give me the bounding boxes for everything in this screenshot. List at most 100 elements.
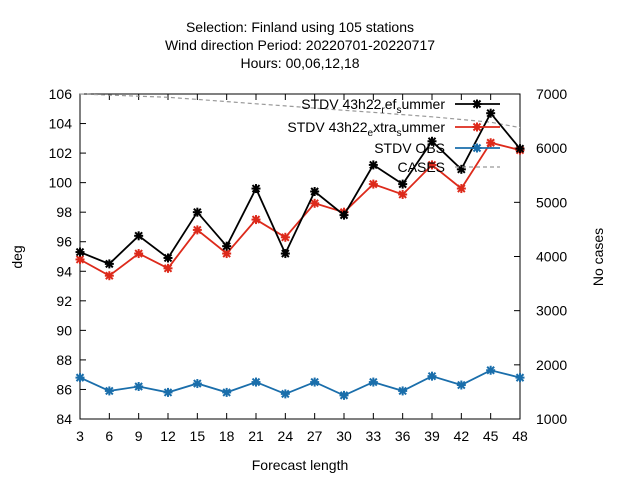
data-point: [456, 164, 466, 174]
y2-tick-label: 7000: [536, 86, 567, 102]
y2-tick-label: 5000: [536, 194, 567, 210]
y2-axis-ticks: 1000 2000 3000 4000 5000 6000 7000: [514, 86, 567, 427]
data-point: [104, 386, 114, 396]
data-point: [75, 247, 85, 257]
legend-label-subscript: e: [368, 128, 374, 139]
series-line: [79, 369, 521, 397]
legend-label: CASES: [398, 159, 445, 175]
y2-tick-label: 1000: [536, 411, 567, 427]
data-point: [486, 365, 496, 375]
data-point: [486, 108, 496, 118]
data-point: [134, 382, 144, 391]
series-line: [79, 111, 521, 265]
legend-label-part: STDV 43h22: [301, 96, 381, 112]
data-point: [472, 99, 482, 109]
x-tick-label: 30: [336, 428, 352, 444]
x-tick-label: 39: [424, 428, 440, 444]
data-point: [104, 271, 114, 281]
legend-label-part: STDV 43h22: [287, 119, 367, 135]
series-3: [79, 93, 521, 129]
data-point: [515, 144, 525, 154]
series-line: [79, 93, 521, 129]
chart-title-line: Hours: 00,06,12,18: [240, 55, 359, 71]
x-axis-label: Forecast length: [252, 457, 349, 473]
x-tick-label: 48: [512, 428, 528, 444]
y2-axis-label: No cases: [590, 228, 606, 286]
x-axis-ticks: 3 6 9 12 15 18 21 24 27 30 33 36 39 42 45 48: [76, 94, 528, 444]
y2-tick-label: 3000: [536, 303, 567, 319]
data-point: [456, 184, 466, 194]
data-point: [310, 198, 320, 208]
data-point: [398, 189, 408, 199]
series-1: [75, 138, 525, 281]
data-point: [163, 263, 173, 273]
y-tick-label: 98: [56, 204, 72, 220]
series-line: [79, 141, 521, 277]
legend-label: STDV OBS: [374, 140, 445, 156]
legend-label: STDV 43h22extrasummer: [287, 119, 445, 139]
legend-label-subscript: s: [396, 128, 401, 139]
chart-title-line: Wind direction Period: 20220701-20220717: [165, 37, 435, 53]
series-layer: [75, 93, 525, 400]
y-axis-label: deg: [9, 245, 25, 268]
data-point: [222, 241, 232, 251]
y-tick-label: 88: [56, 352, 72, 368]
x-tick-label: 15: [190, 428, 206, 444]
y-tick-label: 90: [56, 322, 72, 338]
data-point: [163, 387, 173, 397]
legend-entry: CASES: [398, 159, 500, 175]
y-tick-label: 104: [49, 116, 73, 132]
data-point: [192, 379, 202, 389]
legend-label-subscript: s: [396, 105, 401, 116]
data-point: [251, 184, 261, 194]
x-tick-label: 9: [135, 428, 143, 444]
legend-label-part: xtra: [373, 119, 397, 135]
data-point: [134, 231, 144, 241]
x-tick-label: 45: [483, 428, 499, 444]
x-tick-label: 18: [219, 428, 235, 444]
data-point: [472, 122, 482, 132]
y2-tick-label: 2000: [536, 357, 567, 373]
x-tick-label: 21: [248, 428, 264, 444]
data-point: [427, 160, 437, 170]
data-point: [368, 377, 378, 387]
series-0: [75, 108, 525, 269]
y2-tick-label: 4000: [536, 249, 567, 265]
data-point: [192, 225, 202, 235]
data-point: [486, 138, 496, 148]
data-point: [280, 389, 290, 399]
legend-label-part: ummer: [401, 96, 445, 112]
data-point: [192, 207, 202, 217]
y-tick-label: 86: [56, 381, 72, 397]
chart-title: Selection: Finland using 105 stations Win…: [165, 19, 435, 71]
x-tick-label: 24: [278, 428, 294, 444]
data-point: [280, 232, 290, 242]
y-tick-label: 106: [49, 86, 73, 102]
x-tick-label: 3: [76, 428, 84, 444]
data-point: [368, 179, 378, 189]
data-point: [310, 187, 320, 196]
legend-label-part: ef: [385, 96, 397, 112]
data-point: [472, 143, 482, 153]
data-point: [456, 380, 466, 390]
data-point: [398, 386, 408, 396]
y-tick-label: 96: [56, 234, 72, 250]
data-point: [75, 373, 85, 383]
data-point: [339, 210, 349, 220]
legend-label: STDV 43h22refsummer: [301, 96, 445, 116]
data-point: [280, 249, 290, 259]
y2-tick-label: 6000: [536, 140, 567, 156]
data-point: [310, 377, 320, 387]
legend-entry: STDV 43h22refsummer: [301, 96, 500, 116]
data-point: [251, 215, 261, 225]
legend-entry: STDV OBS: [374, 140, 500, 156]
y-tick-label: 84: [56, 411, 72, 427]
y-tick-label: 92: [56, 293, 72, 309]
legend-label-part: ummer: [401, 119, 445, 135]
x-tick-label: 36: [395, 428, 411, 444]
x-tick-label: 12: [160, 428, 176, 444]
data-point: [339, 390, 349, 400]
data-point: [251, 377, 261, 387]
legend-entry: STDV 43h22extrasummer: [287, 119, 500, 139]
series-2: [75, 365, 525, 400]
